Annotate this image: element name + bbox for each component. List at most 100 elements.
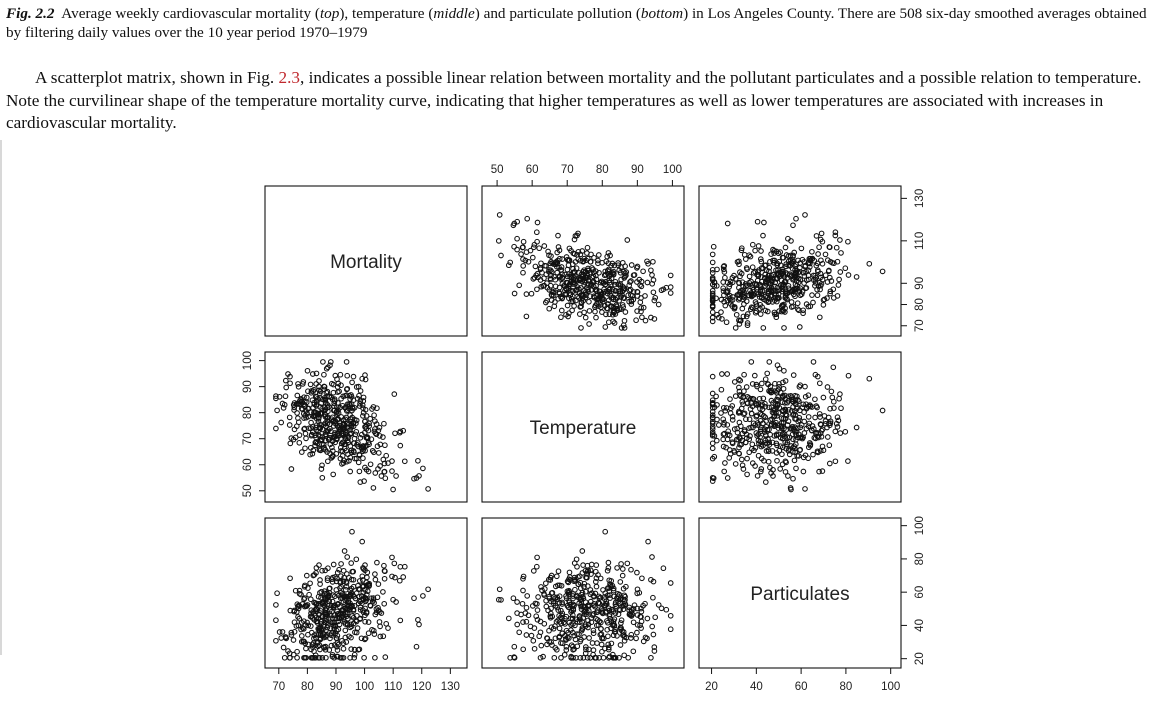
data-point xyxy=(585,617,591,624)
data-point xyxy=(552,635,559,642)
data-point xyxy=(336,621,343,628)
data-point xyxy=(306,591,312,598)
data-point xyxy=(542,299,549,306)
data-point xyxy=(534,219,541,226)
data-point xyxy=(520,263,527,269)
data-point xyxy=(826,244,833,250)
data-point xyxy=(377,441,384,448)
data-point xyxy=(554,269,561,276)
data-point xyxy=(713,393,719,400)
data-point xyxy=(829,394,836,401)
data-point xyxy=(597,301,604,308)
data-point xyxy=(313,415,320,422)
data-point xyxy=(619,566,626,572)
data-point xyxy=(313,600,320,607)
data-point xyxy=(619,572,626,579)
data-point xyxy=(581,255,588,262)
data-point xyxy=(795,397,801,403)
data-point xyxy=(605,559,612,566)
data-point xyxy=(531,274,538,281)
data-point xyxy=(556,582,563,589)
data-point xyxy=(815,251,821,257)
data-point xyxy=(723,289,729,295)
data-point xyxy=(525,258,532,265)
data-point xyxy=(356,597,363,604)
data-point xyxy=(592,654,598,661)
data-point xyxy=(367,461,374,468)
data-point xyxy=(810,359,817,365)
data-point xyxy=(317,447,324,454)
data-point xyxy=(273,393,279,399)
data-point xyxy=(603,598,610,605)
data-point xyxy=(634,622,641,628)
data-point xyxy=(558,640,564,646)
data-point xyxy=(800,454,807,461)
data-point xyxy=(807,441,814,448)
data-point xyxy=(371,412,377,419)
data-point xyxy=(311,599,317,606)
data-point xyxy=(816,380,823,387)
data-point xyxy=(592,590,599,597)
data-point xyxy=(739,305,746,312)
data-point xyxy=(370,627,377,634)
data-point xyxy=(318,594,324,601)
data-point xyxy=(812,272,818,279)
data-point xyxy=(584,274,591,281)
data-point xyxy=(593,562,600,568)
data-point xyxy=(496,586,503,593)
data-point xyxy=(331,396,338,402)
data-point xyxy=(336,603,343,610)
data-point xyxy=(649,272,655,278)
data-point xyxy=(791,443,798,450)
data-point xyxy=(364,435,371,442)
data-point xyxy=(752,444,759,451)
data-point xyxy=(768,422,775,429)
data-point xyxy=(628,566,634,573)
data-point xyxy=(326,425,333,432)
data-point xyxy=(365,630,372,637)
data-point xyxy=(541,592,548,598)
data-point xyxy=(765,458,772,465)
data-point xyxy=(285,371,291,377)
data-point xyxy=(286,650,293,657)
data-point xyxy=(784,274,791,281)
data-point xyxy=(295,419,302,426)
data-point xyxy=(574,631,580,637)
data-point xyxy=(834,258,841,265)
data-point xyxy=(773,450,780,456)
panel-frame xyxy=(264,185,468,337)
data-point xyxy=(762,262,769,269)
data-point xyxy=(365,468,372,475)
data-point xyxy=(628,292,634,298)
data-point xyxy=(628,635,634,641)
figure-ref-link[interactable]: 2.3 xyxy=(278,68,300,87)
data-point xyxy=(505,262,512,269)
data-point xyxy=(534,616,541,623)
data-point xyxy=(766,359,773,365)
data-point xyxy=(803,405,810,412)
data-point xyxy=(784,441,790,448)
data-point xyxy=(748,293,755,300)
data-point xyxy=(709,423,716,430)
data-point xyxy=(348,560,355,566)
data-point xyxy=(397,563,404,570)
data-point xyxy=(287,607,294,614)
data-point xyxy=(802,486,808,492)
data-point xyxy=(650,277,657,283)
data-point xyxy=(364,588,371,595)
data-point xyxy=(606,311,613,318)
data-point xyxy=(565,262,572,269)
data-point xyxy=(547,275,554,282)
data-point xyxy=(622,309,629,315)
data-point xyxy=(338,561,344,567)
data-point xyxy=(819,443,826,450)
data-point xyxy=(628,262,635,268)
data-point xyxy=(752,299,759,305)
data-point xyxy=(592,578,599,585)
data-point xyxy=(611,281,618,288)
data-point xyxy=(340,422,347,428)
data-point xyxy=(328,642,335,649)
data-point xyxy=(324,458,331,465)
data-point xyxy=(732,325,739,331)
data-point xyxy=(303,645,309,652)
